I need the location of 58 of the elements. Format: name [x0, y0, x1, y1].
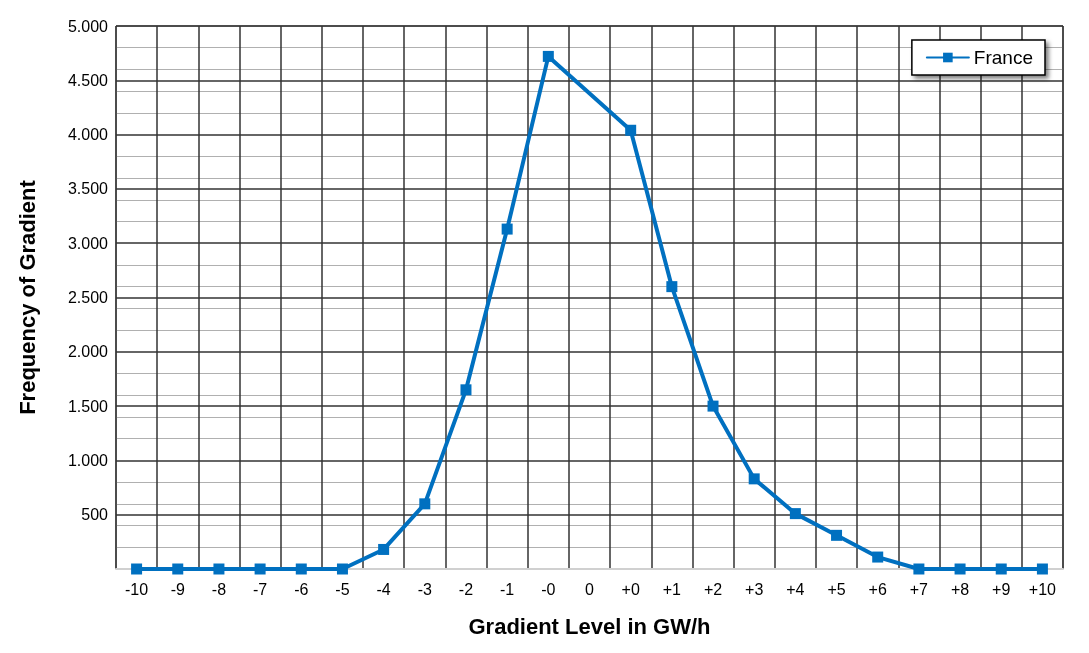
point	[501, 223, 513, 235]
point	[460, 384, 472, 396]
point	[995, 563, 1007, 575]
y-tick-label: 3.000	[67, 234, 109, 252]
point	[378, 543, 390, 555]
y-tick-label: 500	[81, 506, 109, 524]
x-tick-label: -5	[335, 580, 350, 598]
point	[872, 551, 884, 563]
y-tick-label: 4.500	[67, 71, 109, 89]
x-tick-label: -4	[376, 580, 391, 598]
x-tick-label: -9	[170, 580, 185, 598]
x-tick-label: +6	[868, 580, 887, 598]
point	[254, 563, 266, 575]
x-tick-label: +9	[992, 580, 1011, 598]
x-tick-label: +2	[703, 580, 723, 598]
y-tick-label: 2.500	[67, 289, 109, 306]
point	[336, 563, 348, 575]
point	[954, 563, 966, 575]
x-tick-label: -8	[211, 580, 227, 598]
x-tick-label: +1	[662, 580, 682, 598]
x-tick-label: -7	[252, 580, 268, 598]
point	[295, 563, 307, 575]
point	[172, 563, 184, 575]
x-tick-label: +3	[745, 580, 764, 598]
legend-label: France	[973, 47, 1034, 68]
point	[542, 50, 554, 62]
x-tick-label: +4	[786, 580, 805, 598]
x-tick-label: -6	[294, 580, 309, 598]
point	[748, 473, 760, 485]
y-tick-label: 5.000	[67, 17, 109, 35]
point	[131, 563, 143, 575]
y-tick-label: 1.500	[67, 397, 109, 415]
x-tick-label: -1	[500, 580, 515, 598]
point	[789, 508, 801, 520]
point	[913, 563, 925, 575]
x-tick-label: +10	[1028, 580, 1057, 598]
x-tick-label: 0	[585, 580, 595, 598]
y-tick-label: 2.000	[67, 343, 109, 361]
x-tick-label: +7	[909, 580, 929, 598]
x-tick-label: -10	[125, 580, 149, 598]
point	[666, 281, 678, 293]
y-tick-label: 1.000	[67, 451, 109, 469]
x-tick-label: -2	[458, 580, 474, 598]
point	[419, 498, 431, 510]
x-tick-label: +5	[827, 580, 846, 598]
x-tick-label: -0	[541, 580, 556, 598]
x-axis-title: Gradient Level in GW/h	[468, 613, 711, 639]
x-tick-label: +0	[621, 580, 640, 598]
y-tick-label: 3.500	[67, 180, 109, 198]
x-tick-label: -3	[417, 580, 433, 598]
y-tick-label: 4.000	[67, 126, 109, 144]
point	[831, 529, 843, 541]
point	[213, 563, 225, 575]
x-tick-label: +8	[950, 580, 970, 598]
point	[1036, 563, 1048, 575]
point	[707, 400, 719, 412]
point	[625, 124, 637, 136]
y-axis-title: Frequency of Gradient	[14, 179, 40, 415]
